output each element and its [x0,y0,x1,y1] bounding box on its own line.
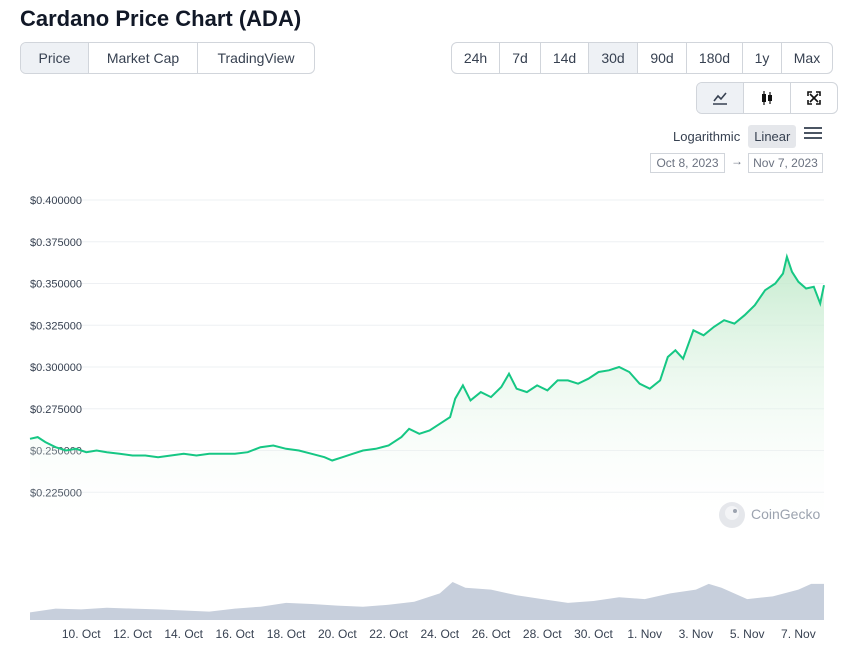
range-180d[interactable]: 180d [687,43,743,73]
range-24h[interactable]: 24h [452,43,500,73]
date-arrow: → [731,154,743,168]
price-area [30,256,824,534]
x-tick-label: 28. Oct [523,627,562,641]
price-line [29,253,825,462]
tab-tradingview[interactable]: TradingView [217,50,295,66]
scale-toggle: Logarithmic Linear [669,124,800,148]
range-14d[interactable]: 14d [541,43,589,73]
x-tick-label: 26. Oct [472,627,511,641]
coingecko-watermark: CoinGecko [719,502,820,528]
date-from-input[interactable]: Oct 8, 2023 [650,153,725,173]
price-chart: $0.400000 $0.375000 $0.350000 $0.325000 $0.3… [29,195,825,641]
date-to-input[interactable]: Nov 7, 2023 [748,153,823,173]
range-selector: 24h 7d 14d 30d 90d 180d 1y Max [451,42,833,74]
x-tick-label: 22. Oct [369,627,408,641]
y-tick-label: $0.325000 [30,320,82,332]
x-tick-label: 7. Nov [781,627,816,641]
scale-logarithmic[interactable]: Logarithmic [673,128,741,144]
tab-market-cap[interactable]: Market Cap [89,43,198,73]
watermark-text: CoinGecko [751,506,820,522]
x-tick-label: 20. Oct [318,627,357,641]
x-tick-label: 30. Oct [574,627,613,641]
y-tick-label: $0.350000 [30,279,82,291]
tab-price[interactable]: Price [21,43,89,73]
x-tick-label: 1. Nov [627,627,662,641]
chart-tabs: Price Market Cap TradingView [20,42,315,74]
fullscreen-icon[interactable] [791,83,837,113]
scale-linear[interactable]: Linear [748,124,797,148]
volume-area [30,582,824,620]
x-tick-label: 5. Nov [730,627,765,641]
y-tick-label: $0.400000 [30,195,82,207]
y-tick-label: $0.375000 [30,237,82,249]
chart-view-selector [696,82,838,114]
range-90d[interactable]: 90d [638,43,687,73]
x-tick-label: 24. Oct [420,627,459,641]
range-max[interactable]: Max [793,50,821,66]
range-1y[interactable]: 1y [743,43,782,73]
page-title: Cardano Price Chart (ADA) [20,6,302,31]
x-tick-label: 18. Oct [267,627,306,641]
x-tick-label: 10. Oct [62,627,101,641]
x-tick-label: 12. Oct [113,627,152,641]
y-tick-label: $0.300000 [30,362,82,374]
line-chart-icon[interactable] [697,83,744,113]
range-7d[interactable]: 7d [500,43,541,73]
y-tick-label: $0.275000 [30,404,82,416]
x-tick-label: 3. Nov [679,627,714,641]
range-30d[interactable]: 30d [589,43,638,73]
x-tick-label: 16. Oct [216,627,255,641]
menu-icon[interactable] [804,127,822,141]
x-tick-label: 14. Oct [164,627,203,641]
candlestick-icon[interactable] [744,83,791,113]
